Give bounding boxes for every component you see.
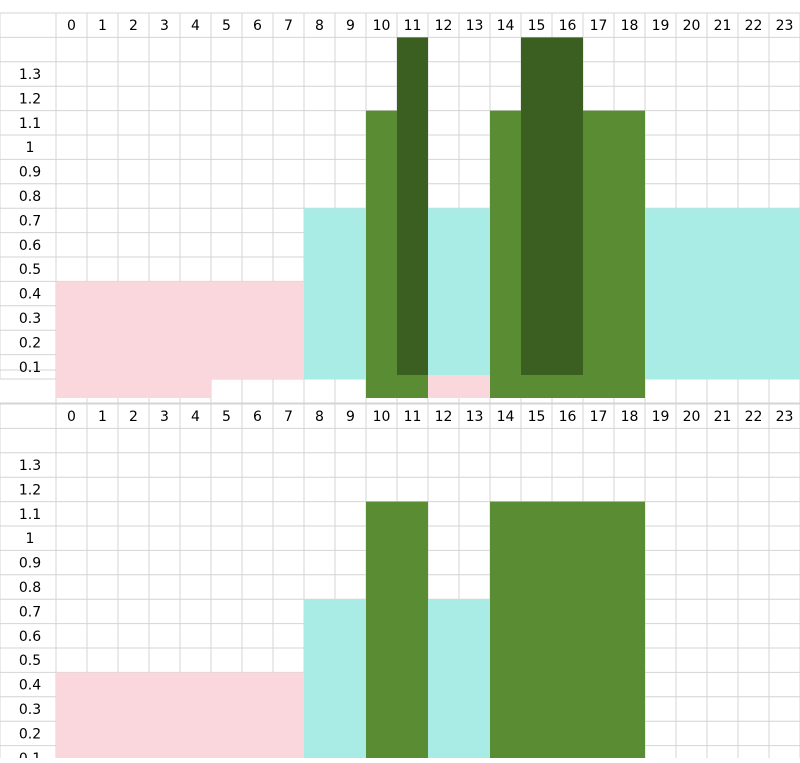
x-tick-label: 17 [590,18,608,34]
y-tick-label: 1.2 [19,91,41,107]
x-tick-label: 8 [315,409,324,425]
x-tick-label: 11 [404,18,422,34]
y-tick-label: 0.1 [19,360,41,376]
bar-green [366,501,428,763]
x-tick-label: 21 [714,409,732,425]
x-tick-label: 7 [284,18,293,34]
y-tick-label: 0.4 [19,678,41,694]
x-tick-label: 9 [346,409,355,425]
bar-green [366,110,397,379]
y-tick-label: 0.5 [19,262,41,278]
x-tick-label: 2 [129,18,138,34]
bar-darkgreen [397,37,428,380]
x-tick-label: 6 [253,409,262,425]
y-tick-label: 0.5 [19,653,41,669]
y-tick-label: 0.2 [19,335,41,351]
x-tick-label: 23 [776,18,794,34]
x-tick-label: 13 [466,18,484,34]
x-tick-label: 20 [683,409,701,425]
x-tick-label: 11 [404,409,422,425]
strip-bar-pink [56,375,211,398]
y-tick-label: 0.9 [19,165,41,181]
y-tick-label: 1.1 [19,507,41,523]
x-tick-label: 6 [253,18,262,34]
bar-cyan [645,208,800,379]
x-tick-label: 1 [98,18,107,34]
y-tick-label: 0.1 [19,751,41,758]
x-tick-label: 3 [160,409,169,425]
bar-cyan [428,208,490,379]
x-tick-label: 18 [621,18,639,34]
y-tick-label: 0.4 [19,287,41,303]
bar-green [490,501,645,763]
x-tick-label: 17 [590,409,608,425]
x-tick-label: 15 [528,18,546,34]
label-layer: 0 1 2 3 4 5 6 7 8 9 10 11 12 13 14 15 16 17 18 19 20 21 22 230.… [19,18,794,763]
x-tick-label: 22 [745,18,763,34]
y-tick-label: 0.6 [19,629,41,645]
x-tick-label: 19 [652,409,670,425]
y-tick-label: 1.3 [19,67,41,83]
x-tick-label: 21 [714,18,732,34]
x-tick-label: 15 [528,409,546,425]
x-tick-label: 14 [497,409,515,425]
x-tick-label: 14 [497,18,515,34]
x-tick-label: 0 [67,18,76,34]
y-tick-label: 1.2 [19,482,41,498]
x-tick-label: 22 [745,409,763,425]
strip-bar-green [490,375,645,398]
bar-cyan [428,599,490,763]
x-tick-label: 10 [373,409,391,425]
y-tick-label: 0.3 [19,311,41,327]
x-tick-label: 16 [559,409,577,425]
strip-bar-green [366,375,428,398]
x-tick-label: 3 [160,18,169,34]
x-tick-label: 7 [284,409,293,425]
y-tick-label: 0.7 [19,604,41,620]
y-tick-label: 0.2 [19,726,41,742]
x-tick-label: 4 [191,18,200,34]
bar-green [490,110,521,379]
bar-cyan [304,599,366,763]
x-tick-label: 5 [222,18,231,34]
x-tick-label: 13 [466,409,484,425]
x-tick-label: 23 [776,409,794,425]
x-tick-label: 9 [346,18,355,34]
x-tick-label: 19 [652,18,670,34]
bar-layer [56,37,800,763]
strip-bar-pink [428,375,490,398]
x-tick-label: 1 [98,409,107,425]
x-tick-label: 18 [621,409,639,425]
y-tick-label: 1 [26,140,35,156]
y-tick-label: 0.7 [19,213,41,229]
x-tick-label: 4 [191,409,200,425]
y-tick-label: 1 [26,531,35,547]
x-tick-label: 20 [683,18,701,34]
x-tick-label: 0 [67,409,76,425]
bar-pink [56,672,304,763]
x-tick-label: 16 [559,18,577,34]
bar-cyan [304,208,366,379]
bar-green [583,110,645,379]
x-tick-label: 12 [435,18,453,34]
y-tick-label: 0.8 [19,580,41,596]
x-tick-label: 2 [129,409,138,425]
x-tick-label: 10 [373,18,391,34]
y-tick-label: 0.8 [19,189,41,205]
bar-darkgreen [521,37,583,380]
y-tick-label: 1.1 [19,116,41,132]
y-tick-label: 1.3 [19,458,41,474]
x-tick-label: 12 [435,409,453,425]
x-tick-label: 8 [315,18,324,34]
bar-pink [56,281,304,379]
y-tick-label: 0.6 [19,238,41,254]
y-tick-label: 0.9 [19,556,41,572]
x-tick-label: 5 [222,409,231,425]
y-tick-label: 0.3 [19,702,41,718]
